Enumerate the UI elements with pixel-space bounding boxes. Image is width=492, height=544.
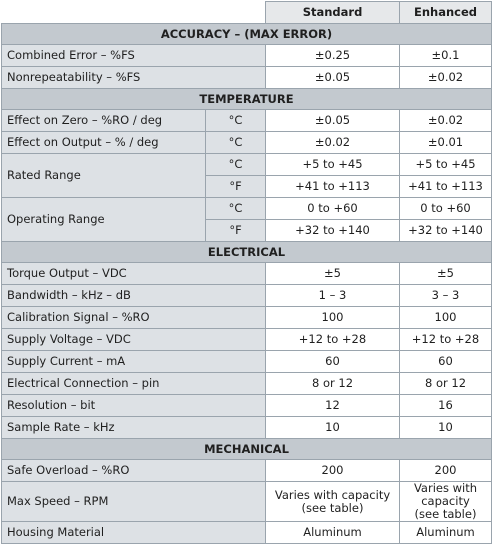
enhanced-value: +5 to +45: [399, 153, 492, 176]
section-temperature: TEMPERATURE: [1, 88, 492, 110]
unit-cell: °C: [205, 109, 266, 132]
row-label: Supply Current – mA: [1, 350, 266, 373]
section-title-mechanical: MECHANICAL: [1, 438, 492, 460]
table-row: Bandwidth – kHz – dB 1 – 3 3 – 3: [1, 284, 492, 307]
header-enhanced: Enhanced: [399, 1, 492, 24]
standard-value: +5 to +45: [265, 153, 400, 176]
row-label: Electrical Connection – pin: [1, 372, 266, 395]
table-row: Combined Error – %FS ±0.25 ±0.1: [1, 44, 492, 67]
table-row: °F +32 to +140 +32 to +140: [2, 219, 492, 242]
enhanced-value: 60: [399, 350, 492, 373]
standard-value: ±0.02: [265, 131, 400, 154]
standard-value: 200: [265, 459, 400, 482]
row-label: Calibration Signal – %RO: [1, 306, 266, 329]
row-label: Resolution – bit: [1, 394, 266, 417]
unit-cell: °C: [205, 197, 266, 220]
unit-cell: °C: [205, 153, 266, 176]
row-label: Nonrepeatability – %FS: [1, 66, 266, 89]
enhanced-value: Varies with capacity (see table): [399, 481, 492, 522]
standard-value: 0 to +60: [265, 197, 400, 220]
standard-value: +41 to +113: [265, 175, 400, 198]
table-row: Nonrepeatability – %FS ±0.05 ±0.02: [1, 66, 492, 89]
row-label: Supply Voltage – VDC: [1, 328, 266, 351]
row-label: Sample Rate – kHz: [1, 416, 266, 439]
standard-value: ±0.05: [265, 109, 400, 132]
row-label: Max Speed – RPM: [1, 481, 266, 522]
standard-value: ±5: [265, 262, 400, 285]
enhanced-value: Aluminum: [399, 521, 492, 544]
unit-cell: °F: [205, 219, 266, 242]
standard-value: +12 to +28: [265, 328, 400, 351]
enhanced-value: 16: [399, 394, 492, 417]
table-row: Safe Overload – %RO 200 200: [1, 459, 492, 482]
standard-value: 10: [265, 416, 400, 439]
row-label: Rated Range: [1, 153, 206, 198]
table-row: Torque Output – VDC ±5 ±5: [1, 262, 492, 285]
enhanced-value: +32 to +140: [399, 219, 492, 242]
unit-cell: °C: [205, 131, 266, 154]
enhanced-value: ±0.02: [399, 66, 492, 89]
row-label: Bandwidth – kHz – dB: [1, 284, 266, 307]
table-row: Effect on Zero – %RO / deg °C ±0.05 ±0.0…: [1, 109, 492, 132]
enhanced-value: ±0.1: [399, 44, 492, 67]
section-title-temperature: TEMPERATURE: [1, 88, 492, 110]
enhanced-value: 3 – 3: [399, 284, 492, 307]
row-label: Effect on Zero – %RO / deg: [1, 109, 206, 132]
table-row: Operating Range °C 0 to +60 0 to +60: [1, 197, 492, 242]
enhanced-value: 200: [399, 459, 492, 482]
enhanced-value: +41 to +113: [399, 175, 492, 198]
enhanced-value: ±5: [399, 262, 492, 285]
section-title-electrical: ELECTRICAL: [1, 241, 492, 263]
enhanced-value: ±0.02: [399, 109, 492, 132]
table-row: Calibration Signal – %RO 100 100: [1, 306, 492, 329]
standard-value: 12: [265, 394, 400, 417]
standard-value: 1 – 3: [265, 284, 400, 307]
standard-value: ±0.05: [265, 66, 400, 89]
table-row: °F +41 to +113 +41 to +113: [2, 175, 492, 198]
table-row: Resolution – bit 12 16: [1, 394, 492, 417]
enhanced-value: ±0.01: [399, 131, 492, 154]
header-blank: [1, 1, 266, 24]
standard-value: Varies with capacity (see table): [265, 481, 400, 522]
row-label: Combined Error – %FS: [1, 44, 266, 67]
row-label: Safe Overload – %RO: [1, 459, 266, 482]
enhanced-value: 100: [399, 306, 492, 329]
standard-value: 60: [265, 350, 400, 373]
enhanced-value: 8 or 12: [399, 372, 492, 395]
header-row: Standard Enhanced: [1, 1, 492, 24]
table-row: Housing Material Aluminum Aluminum: [1, 521, 492, 544]
section-title-accuracy: ACCURACY – (MAX ERROR): [1, 23, 492, 45]
standard-value: 100: [265, 306, 400, 329]
section-accuracy: ACCURACY – (MAX ERROR): [1, 23, 492, 45]
enhanced-value: +12 to +28: [399, 328, 492, 351]
standard-value: ±0.25: [265, 44, 400, 67]
table-row: Effect on Output – % / deg °C ±0.02 ±0.0…: [1, 131, 492, 154]
row-label: Housing Material: [1, 521, 266, 544]
section-mechanical: MECHANICAL: [1, 438, 492, 460]
standard-value: 8 or 12: [265, 372, 400, 395]
table-row: Rated Range °C +5 to +45 +5 to +45: [1, 153, 492, 198]
table-row: Electrical Connection – pin 8 or 12 8 or…: [1, 372, 492, 395]
unit-cell: °F: [205, 175, 266, 198]
standard-value: Aluminum: [265, 521, 400, 544]
table-row: Supply Current – mA 60 60: [1, 350, 492, 373]
enhanced-value: 0 to +60: [399, 197, 492, 220]
section-electrical: ELECTRICAL: [1, 241, 492, 263]
table-row: Supply Voltage – VDC +12 to +28 +12 to +…: [1, 328, 492, 351]
row-label: Effect on Output – % / deg: [1, 131, 206, 154]
standard-value: +32 to +140: [265, 219, 400, 242]
enhanced-value: 10: [399, 416, 492, 439]
row-label: Operating Range: [1, 197, 206, 242]
table-row: Sample Rate – kHz 10 10: [1, 416, 492, 439]
row-label: Torque Output – VDC: [1, 262, 266, 285]
table-row: Max Speed – RPM Varies with capacity (se…: [1, 481, 492, 522]
header-standard: Standard: [265, 1, 400, 24]
